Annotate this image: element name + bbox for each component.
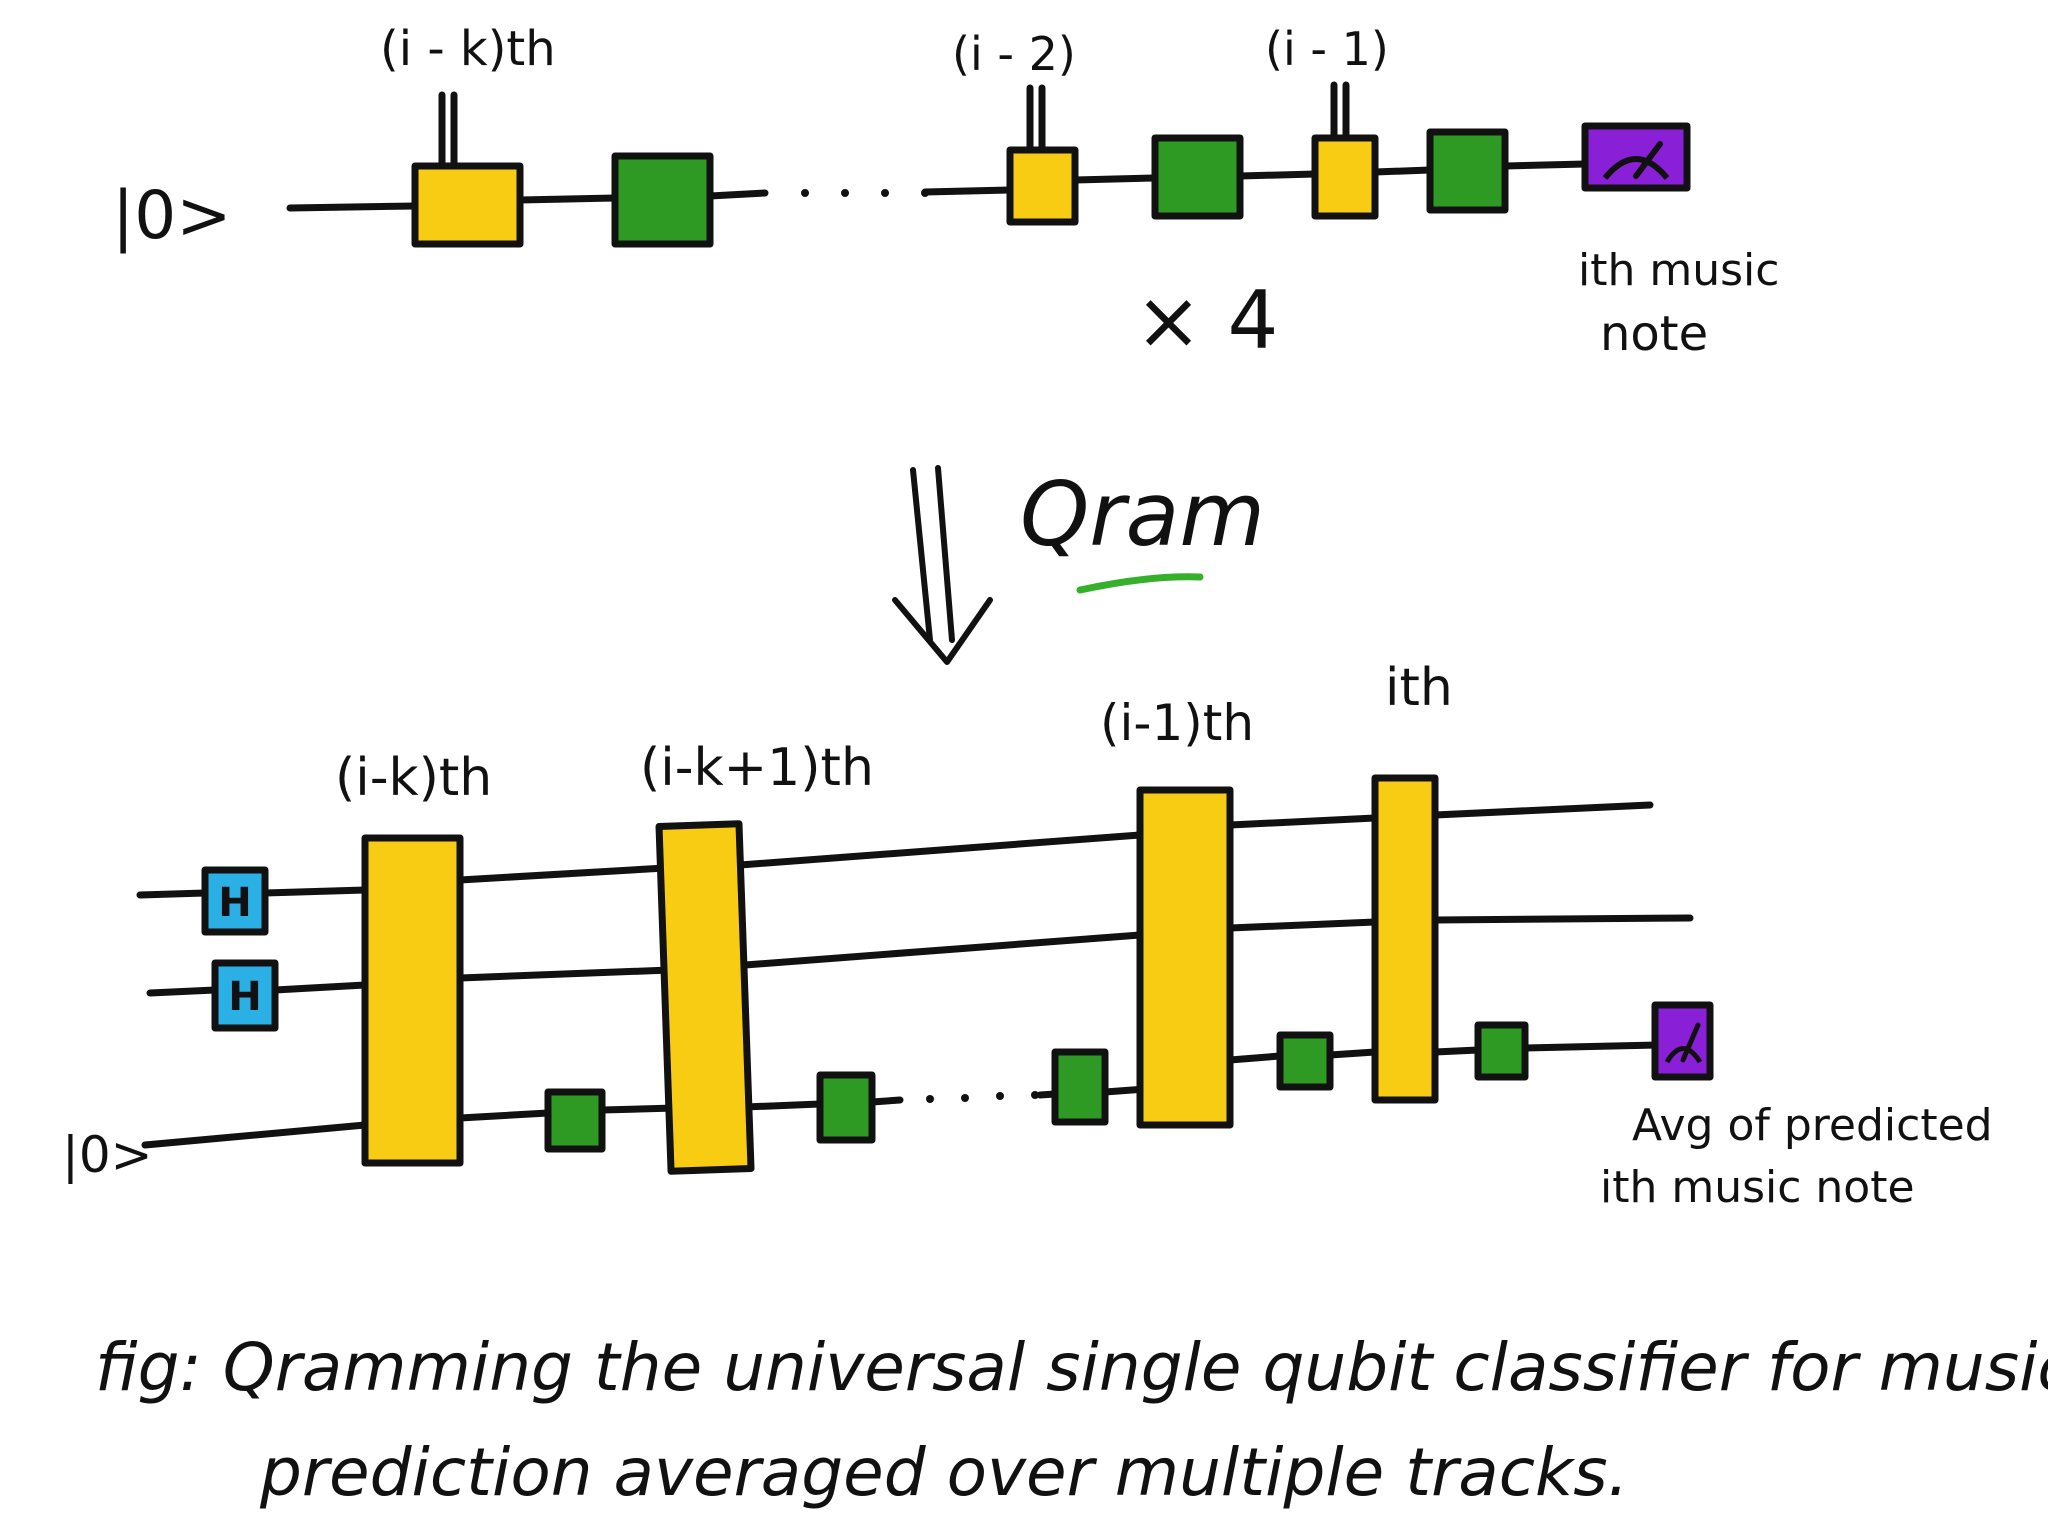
bottom-output-label-line1: Avg of predicted <box>1632 1100 1993 1151</box>
top-wire-seg5 <box>1071 174 1159 184</box>
bottom-trainable-gate-4 <box>1276 1031 1334 1091</box>
caption-line1: fig: Qramming the universal single qubit… <box>95 1329 2048 1406</box>
top-wire-seg6 <box>1236 170 1319 180</box>
bottom-wire3-seg10 <box>1431 1046 1482 1056</box>
bottom-encoding-gate-ik <box>361 834 464 1167</box>
top-ellipsis-dots <box>801 189 929 197</box>
top-wire-seg7 <box>1371 166 1434 176</box>
top-trainable-gate-2 <box>1151 134 1244 220</box>
hadamard-gate-1-label: H <box>218 880 251 926</box>
bottom-trainable-gate-2 <box>816 1071 876 1144</box>
top-meter-icon <box>1602 141 1670 180</box>
top-encoding-gate-ik <box>411 162 524 248</box>
bottom-wire2-seg5 <box>1226 918 1379 932</box>
bottom-wire3-seg8 <box>1226 1052 1284 1064</box>
bottom-wire3-seg5 <box>868 1096 904 1106</box>
bottom-label-i: ith <box>1385 658 1453 718</box>
top-wire-seg8 <box>1501 160 1589 170</box>
bottom-label-i1: (i-1)th <box>1100 694 1254 752</box>
bottom-measurement-gate <box>1651 1001 1714 1081</box>
top-circuit: |0> (i - k)th (i - 2) <box>112 21 1779 367</box>
double-down-arrow-icon <box>892 465 993 665</box>
bottom-wire1-seg4 <box>736 831 1144 869</box>
bottom-wire3-seg9 <box>1326 1048 1379 1059</box>
figure-caption: fig: Qramming the universal single qubit… <box>95 1329 2048 1511</box>
bottom-wire1-seg1 <box>136 889 209 899</box>
bottom-wire3-seg1 <box>141 1121 369 1149</box>
bottom-label-ik1: (i-k+1)th <box>640 738 874 798</box>
bottom-meter-icon <box>1664 1022 1703 1064</box>
bottom-wire1-seg3 <box>456 864 669 884</box>
top-repeat-label: × 4 <box>1135 274 1278 367</box>
top-encoding-gate-i2 <box>1006 146 1079 226</box>
top-wire-seg1 <box>286 202 419 212</box>
bottom-wire2-seg1 <box>146 986 219 997</box>
top-wire-seg3 <box>706 189 769 200</box>
bottom-trainable-gate-1 <box>544 1088 606 1153</box>
bottom-wire2-seg2 <box>271 981 369 994</box>
qram-underline <box>1076 573 1204 594</box>
bottom-wire2-seg3 <box>456 966 674 982</box>
top-label-ik: (i - k)th <box>380 21 556 77</box>
top-encoding-gate-i1 <box>1311 134 1379 220</box>
top-trainable-gate-1 <box>611 152 714 248</box>
bottom-wire2-seg6 <box>1431 914 1694 924</box>
top-wire-seg4 <box>921 186 1014 196</box>
hadamard-gate-1: H <box>201 866 269 936</box>
bottom-circuit: |0> H H (i-k)th (i-k+1)th (i-1)th ith <box>62 658 1993 1213</box>
top-output-label-line2: note <box>1600 306 1708 362</box>
bottom-trainable-gate-3 <box>1051 1048 1109 1126</box>
bottom-wire3-seg11 <box>1521 1041 1659 1052</box>
bottom-encoding-gate-i1 <box>1136 786 1234 1129</box>
bottom-wire1-seg2 <box>261 886 369 897</box>
top-measurement-gate <box>1581 122 1691 192</box>
bottom-wire3-seg4 <box>741 1100 824 1111</box>
top-label-i2: (i - 2) <box>952 27 1076 81</box>
top-output-label-line1: ith music <box>1578 245 1779 296</box>
bottom-input-state: |0> <box>62 1126 153 1184</box>
bottom-wire1-seg6 <box>1431 801 1654 819</box>
top-wire-seg2 <box>516 194 619 204</box>
bottom-encoding-gate-i <box>1371 774 1439 1104</box>
bottom-trainable-gate-5 <box>1474 1021 1529 1081</box>
hadamard-gate-2-label: H <box>228 974 261 1020</box>
hadamard-gate-2: H <box>211 959 279 1032</box>
bottom-label-ik: (i-k)th <box>335 748 492 808</box>
qram-transform: Qram <box>892 463 1265 665</box>
bottom-wire2-seg4 <box>741 931 1144 969</box>
top-input-state: |0> <box>112 177 232 254</box>
bottom-ellipsis-dots <box>926 1091 1039 1103</box>
bottom-wire1-seg5 <box>1226 814 1379 829</box>
bottom-encoding-gate-ik1 <box>655 820 755 1175</box>
bottom-wire3-seg3 <box>598 1104 679 1114</box>
qram-label: Qram <box>1020 463 1265 566</box>
caption-line2: prediction averaged over multiple tracks… <box>259 1434 1629 1511</box>
top-trainable-gate-3 <box>1426 128 1509 214</box>
bottom-output-label-line2: ith music note <box>1600 1162 1915 1213</box>
bottom-wire3-seg2 <box>456 1109 552 1122</box>
top-label-i1: (i - 1) <box>1265 22 1389 76</box>
